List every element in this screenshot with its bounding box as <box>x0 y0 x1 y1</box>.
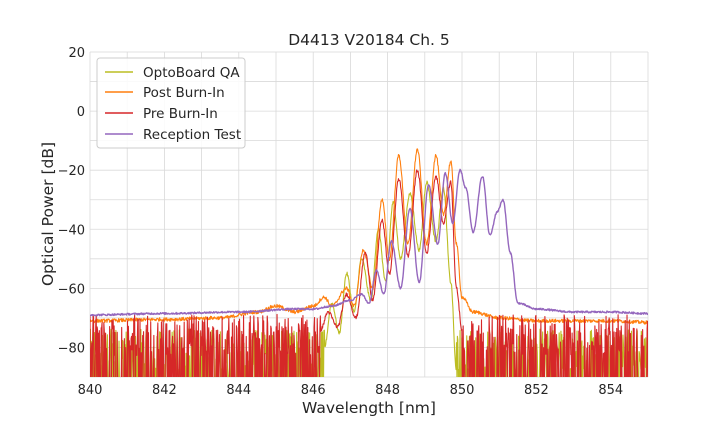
y-tick-label: −20 <box>58 164 85 179</box>
legend-entry-optoboard-qa: OptoBoard QA <box>105 65 240 81</box>
x-tick-label: 844 <box>226 383 251 398</box>
legend-frame <box>96 57 246 149</box>
x-tick-label: 848 <box>375 383 400 398</box>
y-gridlines <box>90 51 648 378</box>
legend-label: Pre Burn-In <box>143 106 218 122</box>
y-tick-label: 20 <box>68 46 85 61</box>
y-tick-label: 0 <box>77 105 85 120</box>
legend-label: OptoBoard QA <box>143 65 240 81</box>
legend-label: Reception Test <box>143 127 241 143</box>
series-line-pre-burn-in <box>90 169 648 377</box>
y-tick-label: −60 <box>58 282 85 297</box>
legend-entry-reception-test: Reception Test <box>105 127 241 143</box>
x-tick-label: 846 <box>301 383 326 398</box>
legend-label: Post Burn-In <box>143 85 225 101</box>
legend-entry-pre-burn-in: Pre Burn-In <box>105 106 218 122</box>
x-axis-label: Wavelength [nm] <box>302 399 436 417</box>
y-tick-labels: 20 0 −20 −40 −60 −80 <box>58 46 85 356</box>
x-tick-label: 842 <box>152 383 177 398</box>
y-tick-label: −80 <box>58 341 85 356</box>
x-tick-label: 854 <box>598 383 623 398</box>
x-tick-label: 840 <box>78 383 103 398</box>
y-axis-label: Optical Power [dB] <box>39 142 57 286</box>
chart-title: D4413 V20184 Ch. 5 <box>288 31 450 49</box>
legend-entry-post-burn-in: Post Burn-In <box>105 85 225 101</box>
y-tick-label: −40 <box>58 223 85 238</box>
series-line-reception-test <box>90 168 648 317</box>
legend: OptoBoard QA Post Burn-In Pre Burn-In Re… <box>96 57 246 149</box>
x-tick-label: 850 <box>450 383 475 398</box>
x-tick-label: 852 <box>524 383 549 398</box>
x-tick-labels: 840 842 844 846 848 850 852 854 <box>78 383 624 398</box>
series-layer <box>90 148 648 377</box>
